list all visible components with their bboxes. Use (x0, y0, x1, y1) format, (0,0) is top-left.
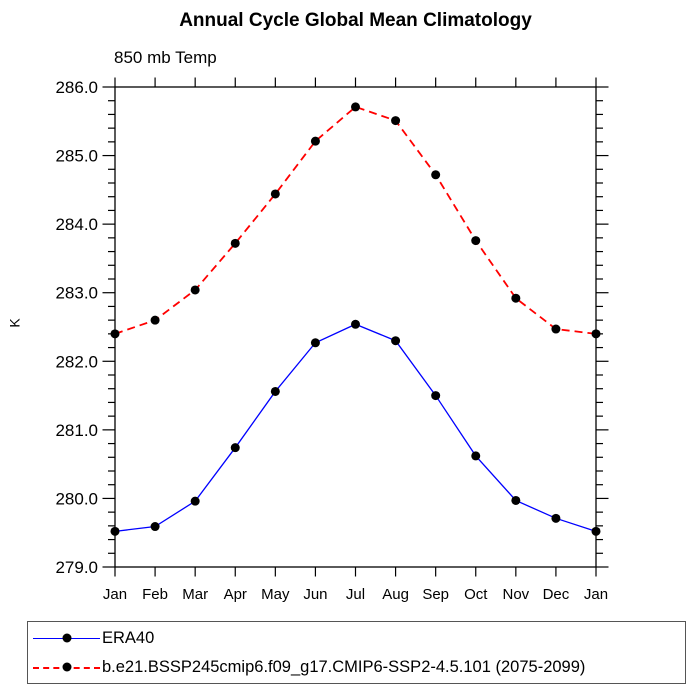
data-point-marker (110, 526, 120, 536)
data-point-marker (591, 526, 601, 536)
x-tick-label: May (261, 586, 290, 603)
data-point-marker (511, 495, 521, 505)
data-point-marker (310, 338, 320, 348)
legend-marker-dot-icon (62, 633, 71, 643)
legend: ERA40 b.e21.BSSP245cmip6.f09_g17.CMIP6-S… (27, 621, 686, 684)
data-point-marker (150, 522, 160, 532)
y-tick-label: 282.0 (55, 352, 98, 371)
chart-title: Annual Cycle Global Mean Climatology (179, 10, 532, 31)
series-line-1 (114, 105, 597, 335)
legend-marker-dot-icon (62, 662, 71, 672)
legend-line-sample-dashed-red (33, 662, 100, 673)
x-tick-label: Apr (224, 586, 247, 603)
x-tick-label: Jul (346, 586, 365, 603)
x-tick-label: Jan (103, 586, 127, 603)
data-point-marker (431, 170, 441, 180)
plot-frame (114, 86, 597, 568)
data-point-marker (310, 136, 320, 146)
data-point-marker (230, 238, 240, 248)
legend-item-era40: ERA40 (33, 624, 685, 653)
y-tick-label: 284.0 (55, 215, 98, 234)
legend-label-era40: ERA40 (102, 628, 155, 647)
data-point-marker (591, 329, 601, 339)
data-point-marker (351, 319, 360, 329)
x-tick-label: Jun (303, 586, 327, 603)
data-point-marker (230, 443, 240, 453)
legend-item-model: b.e21.BSSP245cmip6.f09_g17.CMIP6-SSP2-4.… (33, 653, 685, 682)
x-tick-label: Nov (502, 586, 529, 603)
data-point-marker (190, 285, 200, 295)
x-tick-label: Dec (543, 586, 570, 603)
data-point-marker (471, 451, 481, 461)
data-point-marker (110, 329, 120, 339)
data-point-marker (391, 336, 401, 346)
x-tick-label: Sep (422, 586, 449, 603)
data-point-marker (351, 102, 360, 112)
legend-label-model: b.e21.BSSP245cmip6.f09_g17.CMIP6-SSP2-4.… (102, 657, 586, 676)
data-point-marker (391, 116, 401, 126)
data-point-marker (551, 513, 561, 523)
y-tick-label: 285.0 (55, 147, 98, 166)
data-point-marker (431, 391, 441, 401)
data-point-marker (270, 386, 280, 396)
series-line-0 (114, 323, 597, 532)
x-tick-label: Aug (382, 586, 409, 603)
legend-line-sample-solid-blue (33, 633, 100, 644)
data-point-marker (270, 189, 280, 199)
data-point-marker (471, 236, 481, 246)
y-tick-label: 280.0 (55, 489, 98, 508)
x-tick-label: Oct (464, 586, 488, 603)
x-tick-label: Jan (584, 586, 608, 603)
y-tick-label: 281.0 (55, 421, 98, 440)
x-tick-label: Mar (182, 586, 208, 603)
y-tick-label: 283.0 (55, 284, 98, 303)
data-point-marker (190, 496, 200, 506)
data-point-marker (511, 293, 521, 303)
data-point-marker (551, 324, 561, 334)
x-tick-label: Feb (142, 586, 168, 603)
y-tick-label: 286.0 (55, 78, 98, 97)
data-point-marker (150, 315, 160, 325)
chart-subtitle: 850 mb Temp (114, 48, 217, 67)
y-tick-label: 279.0 (55, 558, 98, 577)
